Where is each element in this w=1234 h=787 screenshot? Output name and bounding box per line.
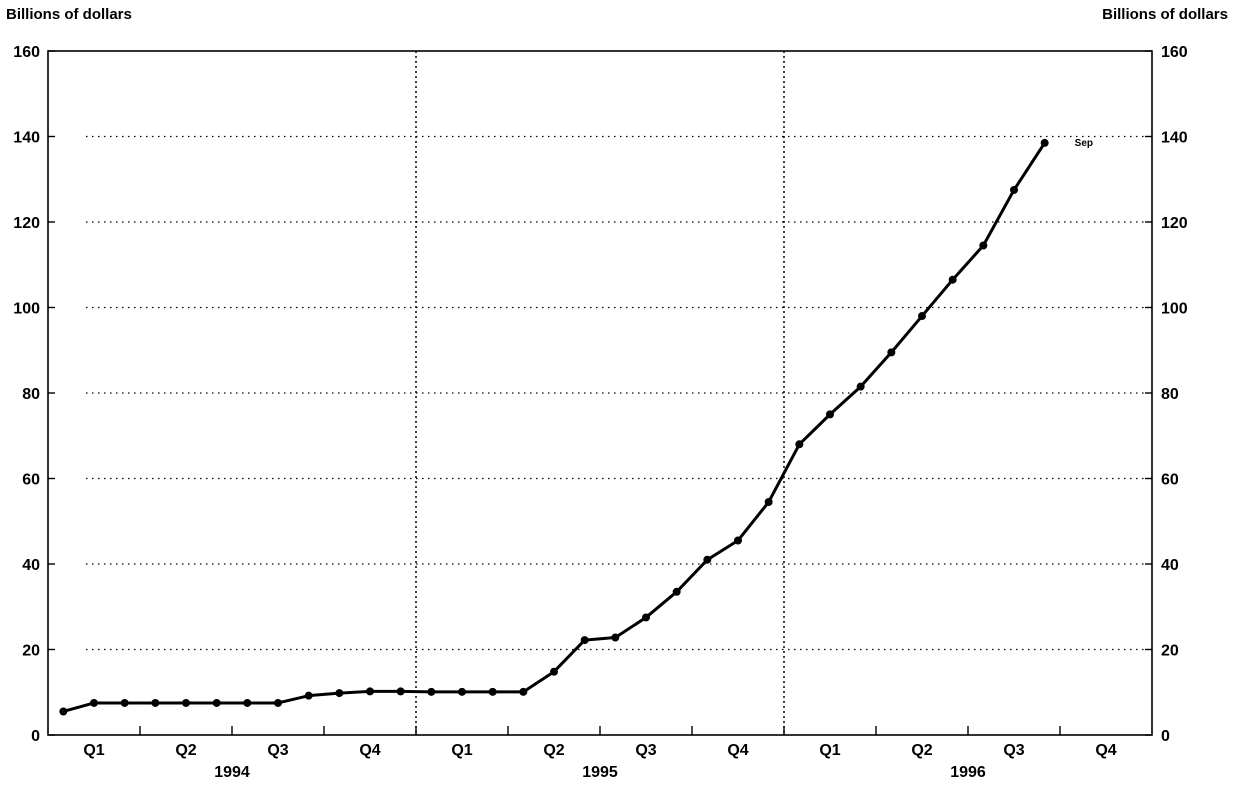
x-quarter-label-6: Q3 <box>635 742 656 759</box>
data-point-1994-06 <box>212 698 221 707</box>
data-point-1994-04 <box>151 698 160 707</box>
data-point-1994-11 <box>366 687 374 696</box>
y-tick-label-right-20: 20 <box>1161 643 1179 660</box>
data-point-1994-12 <box>396 687 405 696</box>
x-year-label-1996: 1996 <box>950 764 986 781</box>
y-tick-label-left-140: 140 <box>13 130 40 147</box>
x-year-label-1995: 1995 <box>582 764 618 781</box>
y-tick-label-right-40: 40 <box>1161 557 1179 574</box>
data-point-1995-11 <box>734 536 742 545</box>
data-point-1994-07 <box>243 698 252 707</box>
y-tick-label-left-0: 0 <box>31 728 40 745</box>
x-quarter-label-1: Q2 <box>175 742 196 759</box>
y-tick-label-right-100: 100 <box>1161 301 1188 318</box>
y-tick-label-left-60: 60 <box>22 472 40 489</box>
y-tick-label-left-20: 20 <box>22 643 40 660</box>
data-point-1995-07 <box>611 633 620 642</box>
x-quarter-label-5: Q2 <box>543 742 564 759</box>
y-tick-label-left-160: 160 <box>13 44 40 61</box>
y-tick-label-left-40: 40 <box>22 557 40 574</box>
data-point-1996-03 <box>856 382 865 391</box>
data-point-1994-08 <box>274 698 282 707</box>
data-point-1995-08 <box>642 613 650 622</box>
annotation-0: Sep <box>1075 138 1093 149</box>
data-point-1996-02 <box>826 410 834 419</box>
data-point-1995-10 <box>703 555 712 564</box>
data-point-1996-08 <box>1010 185 1018 194</box>
x-quarter-label-9: Q2 <box>911 742 932 759</box>
data-point-1996-05 <box>918 312 926 321</box>
data-point-1994-10 <box>335 689 344 698</box>
y-axis-label-right: Billions of dollars <box>1102 6 1228 23</box>
x-quarter-label-11: Q4 <box>1095 742 1116 759</box>
x-quarter-label-8: Q1 <box>819 742 840 759</box>
data-point-1994-02 <box>90 698 98 707</box>
data-point-1994-03 <box>120 698 129 707</box>
data-point-1994-01 <box>59 707 68 716</box>
data-point-1995-12 <box>764 498 773 507</box>
x-quarter-label-4: Q1 <box>451 742 472 759</box>
y-axis-label-left: Billions of dollars <box>6 6 132 23</box>
y-tick-label-right-120: 120 <box>1161 215 1188 232</box>
data-point-1996-01 <box>795 440 804 449</box>
data-point-1994-05 <box>182 698 190 707</box>
series-line-0 <box>62 142 1046 713</box>
data-point-1996-06 <box>948 275 957 284</box>
data-point-1995-09 <box>672 587 681 596</box>
x-quarter-label-10: Q3 <box>1003 742 1024 759</box>
y-tick-label-right-0: 0 <box>1161 728 1170 745</box>
data-point-1995-06 <box>580 636 589 645</box>
x-quarter-label-3: Q4 <box>359 742 380 759</box>
y-tick-label-right-160: 160 <box>1161 44 1188 61</box>
data-point-1995-04 <box>519 687 528 696</box>
data-point-1996-07 <box>979 241 988 250</box>
y-tick-label-left-100: 100 <box>13 301 40 318</box>
data-point-1996-04 <box>887 348 896 357</box>
y-tick-label-right-60: 60 <box>1161 472 1179 489</box>
data-point-1995-05 <box>550 667 558 676</box>
x-year-label-1994: 1994 <box>214 764 250 781</box>
y-tick-label-right-80: 80 <box>1161 386 1179 403</box>
data-point-1995-03 <box>488 687 497 696</box>
y-tick-label-left-120: 120 <box>13 215 40 232</box>
x-quarter-label-0: Q1 <box>83 742 104 759</box>
y-tick-label-left-80: 80 <box>22 386 40 403</box>
x-quarter-label-7: Q4 <box>727 742 748 759</box>
y-tick-label-right-140: 140 <box>1161 130 1188 147</box>
data-point-1994-09 <box>304 691 313 700</box>
data-point-1996-09 <box>1040 138 1049 147</box>
x-quarter-label-2: Q3 <box>267 742 288 759</box>
data-point-1995-01 <box>427 687 436 696</box>
data-point-1995-02 <box>458 687 466 696</box>
